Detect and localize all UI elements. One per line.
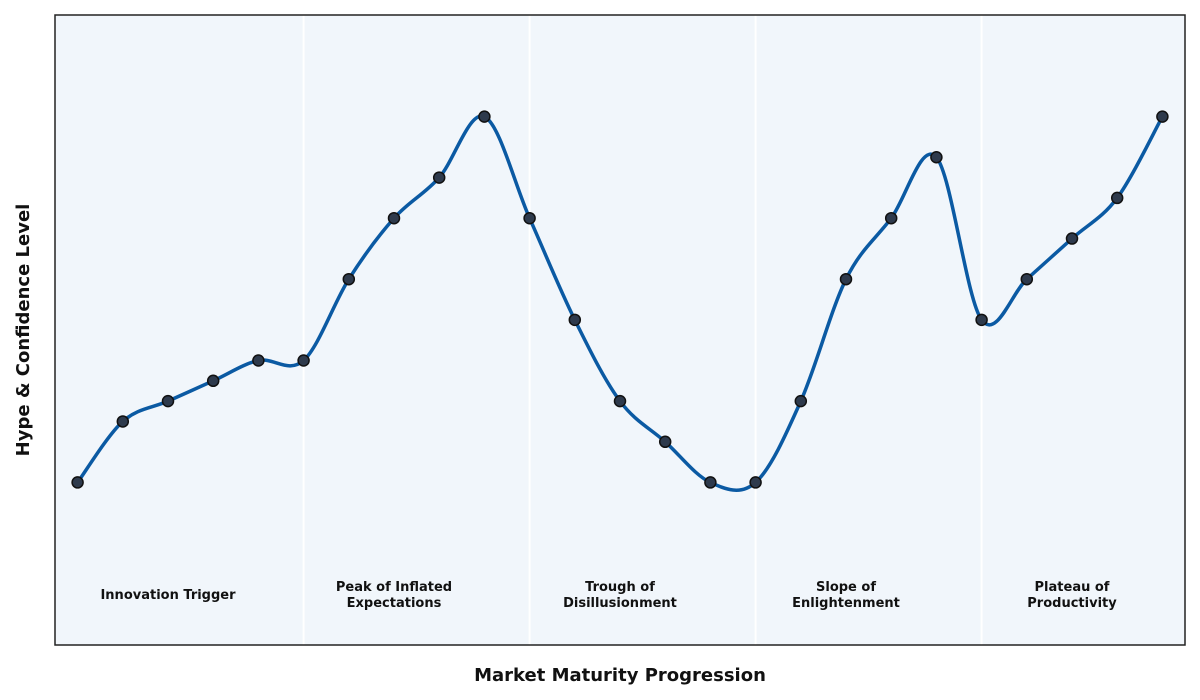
data-point [749,476,762,489]
phase-label-line: Enlightenment [792,596,900,611]
phase-label-line: Expectations [347,596,442,611]
data-point [1065,232,1079,245]
phase-label-line: Peak of Inflated [336,580,452,595]
phase-label-line: Plateau of [1035,580,1110,595]
data-markers [71,110,1169,489]
phase-label: Peak of Inflated Expectations [336,580,452,611]
data-point [794,394,808,408]
phase-label-line: Innovation Trigger [100,588,236,603]
data-point [161,394,175,408]
phase-labels: Innovation Trigger Peak of Inflated Expect… [100,580,1117,611]
phase-label: Trough of Disillusionment [563,580,677,611]
data-point [930,151,943,164]
phase-label: Innovation Trigger [100,588,236,603]
data-point [206,374,220,388]
phase-label-line: Productivity [1027,596,1117,611]
x-axis-label: Market Maturity Progression [474,665,766,686]
phase-label-line: Slope of [816,580,876,595]
data-point [839,272,853,286]
data-point [1020,272,1034,286]
data-point [1156,110,1169,123]
phase-dividers [302,15,983,645]
data-point [252,354,265,367]
data-point [658,435,672,449]
data-point [523,211,536,225]
data-point [432,171,446,184]
data-point [884,211,898,225]
data-point [975,313,988,327]
y-axis-label: Hype & Confidence Level [13,204,34,457]
data-point [342,272,356,286]
phase-label: Slope of Enlightenment [792,580,900,611]
data-point [613,394,627,408]
data-point [71,476,84,489]
phase-label: Plateau of Productivity [1027,580,1117,611]
data-point [704,476,717,489]
data-point [1110,191,1124,205]
plot-frame [54,14,1186,646]
data-point [568,313,582,327]
phase-label-line: Trough of [585,580,655,595]
data-point [387,211,401,225]
phase-label-line: Disillusionment [563,596,677,611]
data-point [116,415,130,428]
plot-background [55,15,1185,645]
data-point [478,110,491,123]
data-point [297,354,310,367]
